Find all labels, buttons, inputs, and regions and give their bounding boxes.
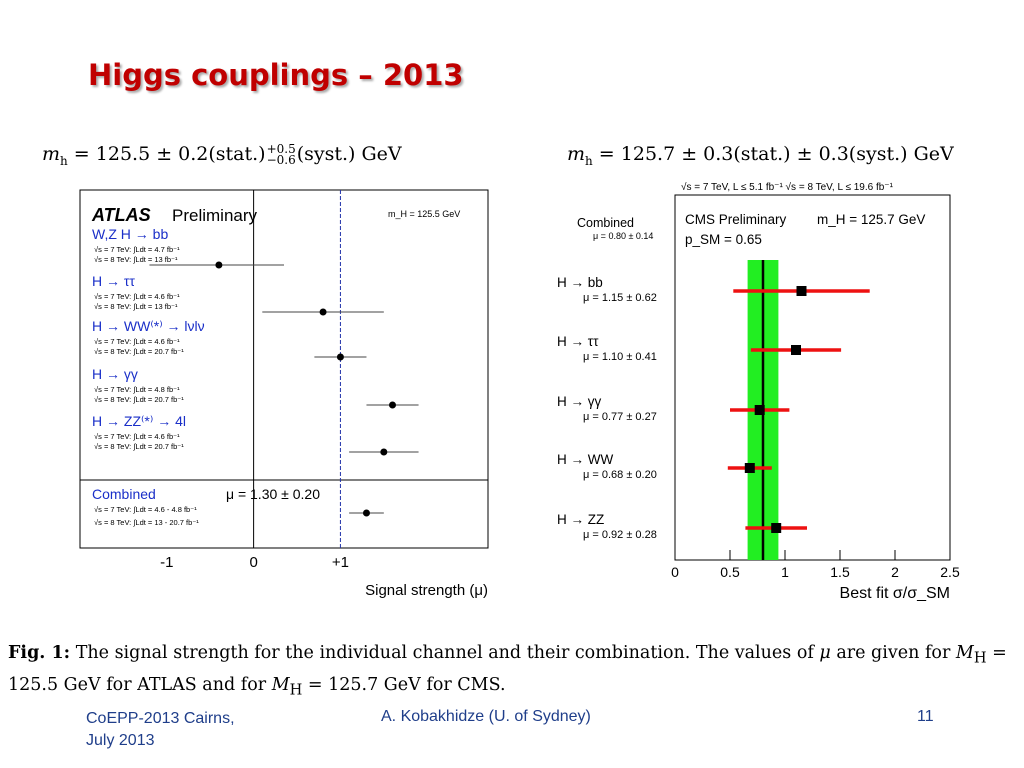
cms-tick-label: 0.5 (720, 564, 740, 580)
footer-page-number: 11 (917, 708, 934, 725)
cms-point (791, 345, 801, 355)
cms-top-label: √s = 7 TeV, L ≤ 5.1 fb⁻¹ √s = 8 TeV, L ≤… (681, 181, 894, 193)
cms-point (796, 286, 807, 296)
cms-channel-label: H → ZZ (557, 512, 604, 527)
cms-tick-label: 0 (671, 564, 679, 580)
atlas-point (389, 401, 397, 409)
cms-channel-label: H → ττ (557, 334, 599, 349)
atlas-header-sub: Preliminary (172, 206, 258, 225)
atlas-combined-point (362, 509, 370, 517)
atlas-combined-value: μ = 1.30 ± 0.20 (226, 486, 320, 502)
atlas-point (215, 261, 223, 269)
atlas-point (380, 448, 388, 456)
atlas-lumi-label: √s = 7 TeV: ∫Ldt = 4.6 fb⁻¹ (94, 292, 180, 301)
cms-channel-label: H → bb (557, 275, 603, 290)
atlas-channel-label: H → ττ (92, 273, 135, 289)
footer-conference: CoEPP-2013 Cairns, July 2013 (86, 708, 235, 752)
cms-psm-label: p_SM = 0.65 (685, 232, 762, 247)
atlas-tick-label: +1 (332, 554, 349, 571)
cms-mass-formula: mh = 125.7 ± 0.3(stat.) ± 0.3(syst.) GeV (567, 143, 954, 168)
atlas-lumi-label: √s = 7 TeV: ∫Ldt = 4.7 fb⁻¹ (94, 245, 180, 254)
footer-conference-line1: CoEPP-2013 Cairns, (86, 710, 235, 727)
atlas-mass-formula: mh = 125.5 ± 0.2(stat.) +0.5 −0.6 (syst.) G… (42, 142, 402, 168)
figure-caption: Fig. 1: The signal strength for the indi… (8, 643, 1007, 698)
cms-point (771, 523, 782, 533)
cms-point (744, 463, 755, 473)
footer-conference-line2: July 2013 (86, 732, 155, 749)
cms-point (754, 405, 765, 415)
cms-tick-label: 2 (891, 564, 899, 580)
atlas-point (319, 308, 327, 316)
cms-x-axis-label: Best fit σ/σ_SM (840, 585, 950, 602)
atlas-lumi-label: √s = 7 TeV: ∫Ldt = 4.6 fb⁻¹ (94, 432, 180, 441)
atlas-signal-strength-chart: ATLAS Preliminary m_H = 125.5 GeV W,Z H → b… (79, 189, 489, 599)
atlas-frame (79, 189, 489, 549)
atlas-tick-label: 0 (249, 554, 257, 571)
atlas-header: ATLAS (91, 205, 151, 225)
atlas-channel-label: H → WW⁽*⁾ → lνlν (92, 318, 205, 334)
atlas-lumi-label: √s = 7 TeV: ∫Ldt = 4.6 - 4.8 fb⁻¹ (94, 505, 197, 514)
cms-tick-label: 1 (781, 564, 789, 580)
cms-channel-value: μ = 0.77 ± 0.27 (583, 411, 657, 423)
cms-tick-label: 2.5 (940, 564, 960, 580)
cms-tick-label: 1.5 (830, 564, 850, 580)
cms-combined-value: μ = 0.80 ± 0.14 (593, 231, 653, 241)
footer-author: A. Kobakhidze (U. of Sydney) (381, 708, 591, 725)
atlas-lumi-label: √s = 8 TeV: ∫Ldt = 13 fb⁻¹ (94, 255, 178, 264)
atlas-channel-label: H → γγ (92, 366, 138, 382)
atlas-lumi-label: √s = 7 TeV: ∫Ldt = 4.6 fb⁻¹ (94, 337, 180, 346)
atlas-lumi-label: √s = 8 TeV: ∫Ldt = 13 fb⁻¹ (94, 302, 178, 311)
cms-channel-value: μ = 0.68 ± 0.20 (583, 469, 657, 481)
atlas-x-axis-label: Signal strength (μ) (365, 582, 488, 599)
atlas-lumi-label: √s = 8 TeV: ∫Ldt = 13 - 20.7 fb⁻¹ (94, 518, 199, 527)
atlas-lumi-label: √s = 7 TeV: ∫Ldt = 4.8 fb⁻¹ (94, 385, 180, 394)
atlas-mass-label: m_H = 125.5 GeV (388, 209, 460, 219)
atlas-point (336, 353, 344, 361)
atlas-lumi-label: √s = 8 TeV: ∫Ldt = 20.7 fb⁻¹ (94, 442, 184, 451)
cms-header: CMS Preliminary (685, 212, 787, 227)
atlas-lumi-label: √s = 8 TeV: ∫Ldt = 20.7 fb⁻¹ (94, 395, 184, 404)
cms-combined-label: Combined (577, 216, 634, 230)
atlas-combined-label: Combined (92, 486, 156, 502)
atlas-tick-label: -1 (160, 554, 173, 571)
atlas-lumi-label: √s = 8 TeV: ∫Ldt = 20.7 fb⁻¹ (94, 347, 184, 356)
cms-signal-strength-chart: √s = 7 TeV, L ≤ 5.1 fb⁻¹ √s = 8 TeV, L ≤… (557, 181, 960, 602)
cms-channel-label: H → γγ (557, 394, 602, 409)
slide-title: Higgs couplings – 2013 (88, 58, 464, 92)
cms-channel-label: H → WW (557, 452, 613, 467)
cms-frame (674, 194, 951, 561)
atlas-channel-label: W,Z H → bb (92, 226, 168, 242)
cms-channel-value: μ = 1.15 ± 0.62 (583, 292, 657, 304)
cms-channel-value: μ = 1.10 ± 0.41 (583, 351, 657, 363)
cms-mass-label: m_H = 125.7 GeV (817, 212, 925, 227)
atlas-channel-label: H → ZZ⁽*⁾ → 4l (92, 413, 186, 429)
cms-channel-value: μ = 0.92 ± 0.28 (583, 529, 657, 541)
